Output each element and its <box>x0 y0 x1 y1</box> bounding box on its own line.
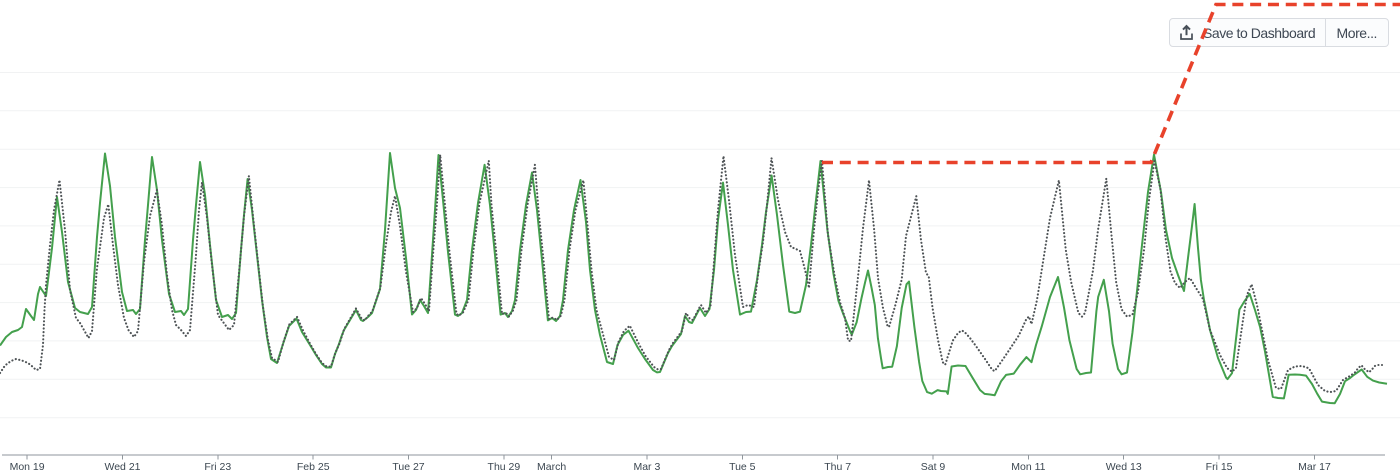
svg-text:Thu 7: Thu 7 <box>824 461 851 473</box>
svg-text:Feb 25: Feb 25 <box>297 461 330 473</box>
svg-text:Tue 27: Tue 27 <box>392 461 424 473</box>
svg-text:March: March <box>537 461 566 473</box>
svg-text:Thu 29: Thu 29 <box>488 461 521 473</box>
svg-text:Mar 17: Mar 17 <box>1298 461 1331 473</box>
svg-text:Wed 21: Wed 21 <box>105 461 141 473</box>
svg-text:Sat 9: Sat 9 <box>921 461 946 473</box>
svg-text:Mar 3: Mar 3 <box>633 461 660 473</box>
svg-text:Mon 11: Mon 11 <box>1011 461 1045 473</box>
svg-text:Fri 23: Fri 23 <box>204 461 231 473</box>
svg-text:Wed 13: Wed 13 <box>1106 461 1142 473</box>
svg-text:Fri 15: Fri 15 <box>1206 461 1233 473</box>
svg-text:Mon 19: Mon 19 <box>10 461 45 473</box>
svg-text:Tue 5: Tue 5 <box>729 461 756 473</box>
